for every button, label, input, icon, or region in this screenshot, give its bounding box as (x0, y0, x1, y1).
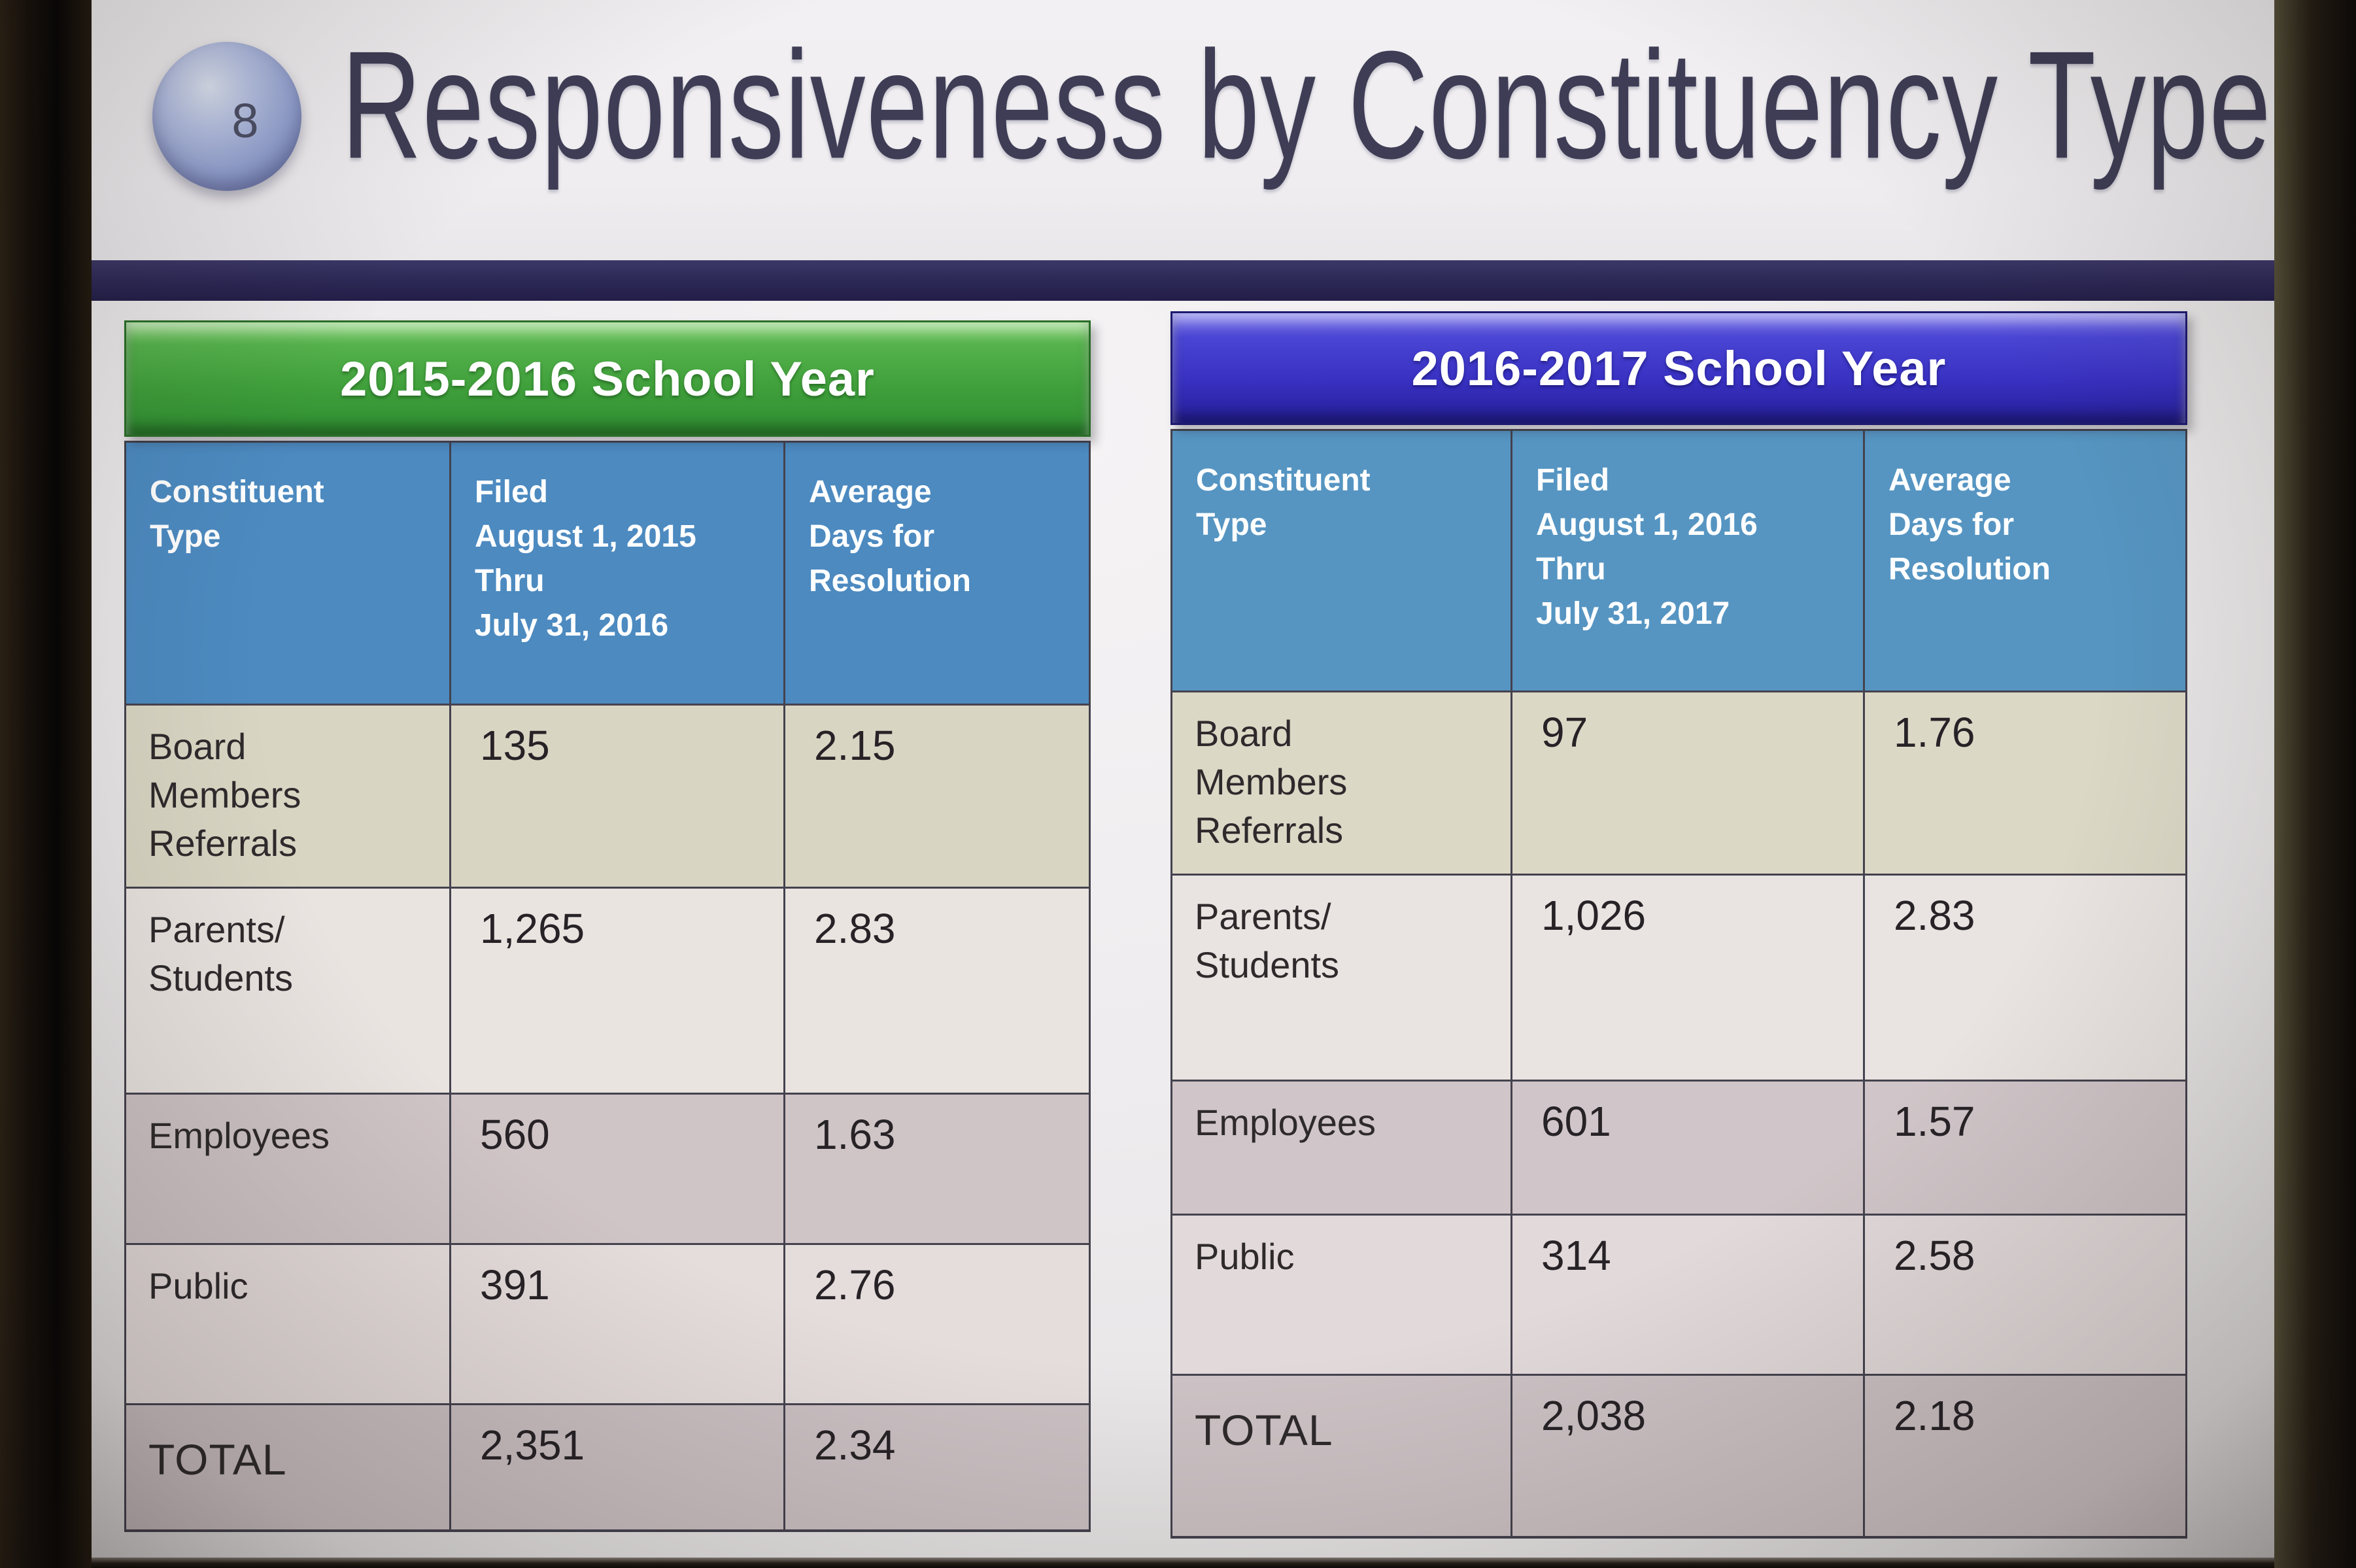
cell-label: TOTAL (126, 1405, 451, 1529)
screen-bezel-right (2274, 0, 2356, 1568)
grid-2015-2016: Constituent Type Filed August 1, 2015 Th… (124, 441, 1091, 1532)
table-row-employees: Employees 601 1.57 (1172, 1082, 2185, 1216)
header-filed-period: Filed August 1, 2016 Thru July 31, 2017 (1512, 431, 1865, 692)
cell-average: 2.83 (785, 889, 1089, 1095)
cell-label: Public (1172, 1216, 1512, 1376)
cell-label: Employees (126, 1095, 451, 1245)
table-row-parents-students: Parents/ Students 1,026 2.83 (1172, 876, 2185, 1082)
cell-label: Board Members Referrals (126, 706, 451, 889)
table-row-employees: Employees 560 1.63 (126, 1095, 1089, 1245)
header-row: Constituent Type Filed August 1, 2016 Th… (1172, 431, 2185, 692)
header-constituent-type: Constituent Type (126, 443, 451, 706)
cell-average: 2.83 (1864, 876, 2185, 1082)
cell-label: Parents/ Students (1172, 876, 1512, 1082)
table-2016-2017: 2016-2017 School Year Constituent Type F… (1170, 311, 2187, 1539)
header-constituent-type: Constituent Type (1172, 431, 1512, 692)
header-average-days: Average Days for Resolution (785, 443, 1089, 706)
slide-title: Responsiveness by Constituency Type (341, 20, 2272, 192)
cell-label: Public (126, 1245, 451, 1405)
cell-filed: 135 (451, 706, 785, 889)
table-row-public: Public 391 2.76 (126, 1245, 1089, 1405)
slide-number-bullet: 8 (152, 42, 301, 191)
cell-label: Board Members Referrals (1172, 692, 1512, 876)
title-underline-bar (92, 260, 2274, 301)
header-filed-period: Filed August 1, 2015 Thru July 31, 2016 (451, 443, 785, 706)
cell-label: Employees (1172, 1082, 1512, 1216)
title-band (92, 0, 2274, 260)
banner-2016-2017: 2016-2017 School Year (1170, 311, 2187, 425)
table-row-board-members: Board Members Referrals 97 1.76 (1172, 692, 2185, 876)
cell-label: TOTAL (1172, 1376, 1512, 1536)
cell-average: 2.34 (785, 1405, 1089, 1529)
cell-filed: 1,026 (1512, 876, 1865, 1082)
cell-filed: 97 (1512, 692, 1865, 876)
cell-label: Parents/ Students (126, 889, 451, 1095)
cell-average: 2.18 (1864, 1376, 2185, 1536)
table-row-board-members: Board Members Referrals 135 2.15 (126, 706, 1089, 889)
cell-filed: 2,351 (451, 1405, 785, 1529)
cell-average: 1.63 (785, 1095, 1089, 1245)
header-average-days: Average Days for Resolution (1864, 431, 2185, 692)
cell-filed: 2,038 (1512, 1376, 1865, 1536)
table-row-parents-students: Parents/ Students 1,265 2.83 (126, 889, 1089, 1095)
screen-bezel-bottom (92, 1558, 2274, 1568)
slide-background: 8 Responsiveness by Constituency Type 20… (92, 0, 2274, 1558)
cell-average: 1.57 (1864, 1082, 2185, 1216)
cell-filed: 314 (1512, 1216, 1865, 1376)
header-row: Constituent Type Filed August 1, 2015 Th… (126, 443, 1089, 706)
cell-average: 2.76 (785, 1245, 1089, 1405)
cell-filed: 1,265 (451, 889, 785, 1095)
table-row-total: TOTAL 2,038 2.18 (1172, 1376, 2185, 1536)
cell-average: 2.58 (1864, 1216, 2185, 1376)
table-2015-2016: 2015-2016 School Year Constituent Type F… (124, 320, 1091, 1532)
screen-bezel-left (0, 0, 92, 1568)
grid-2016-2017: Constituent Type Filed August 1, 2016 Th… (1170, 429, 2187, 1539)
cell-filed: 601 (1512, 1082, 1865, 1216)
table-row-total: TOTAL 2,351 2.34 (126, 1405, 1089, 1529)
cell-filed: 560 (451, 1095, 785, 1245)
banner-2015-2016: 2015-2016 School Year (124, 320, 1091, 437)
table-row-public: Public 314 2.58 (1172, 1216, 2185, 1376)
slide-number: 8 (231, 93, 259, 148)
cell-average: 2.15 (785, 706, 1089, 889)
cell-filed: 391 (451, 1245, 785, 1405)
cell-average: 1.76 (1864, 692, 2185, 876)
